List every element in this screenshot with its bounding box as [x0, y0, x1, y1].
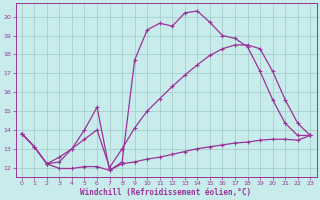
X-axis label: Windchill (Refroidissement éolien,°C): Windchill (Refroidissement éolien,°C) — [80, 188, 252, 197]
